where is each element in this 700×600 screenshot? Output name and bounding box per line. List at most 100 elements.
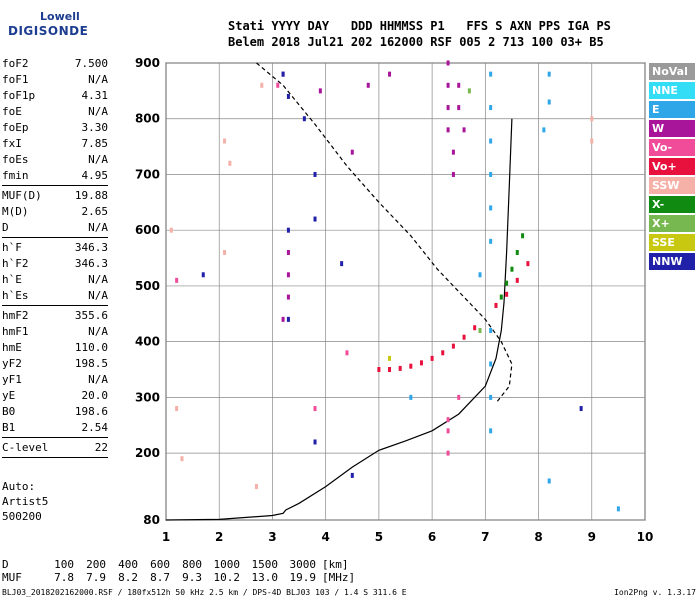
param-value: 7.500	[74, 57, 108, 70]
echo-point	[515, 277, 519, 283]
echo-point	[489, 428, 493, 434]
param-name: hmE	[2, 341, 22, 354]
echo-point	[547, 99, 551, 105]
echo-point	[281, 316, 285, 322]
echo-point	[175, 406, 179, 412]
echo-point	[286, 272, 290, 278]
x-tick-label: 10	[637, 530, 654, 544]
param-value: 2.54	[81, 421, 109, 434]
param-row: foF1 N/A	[2, 72, 108, 88]
param-name: B0	[2, 405, 16, 418]
distance-row: D 100 200 400 600 800 1000 1500 3000 [km]	[2, 558, 355, 571]
param-separator	[2, 305, 108, 306]
param-name: fxI	[2, 137, 22, 150]
echo-point	[451, 171, 455, 177]
distance-row-value: 600	[150, 558, 170, 571]
param-row: MUF(D) 19.88	[2, 188, 108, 204]
x-tick-label: 9	[588, 530, 596, 544]
muf-row: MUF 7.8 7.9 8.2 8.7 9.3 10.2 13.0 19.9 [MHz]	[2, 571, 355, 584]
echo-point	[473, 325, 477, 331]
param-separator	[2, 237, 108, 238]
distance-row-unit: [km]	[322, 558, 349, 571]
param-name: C-level	[2, 441, 49, 454]
param-row: C-level 22	[2, 440, 108, 456]
y-tick-label: 300	[135, 390, 160, 404]
echo-point	[478, 328, 482, 334]
param-name: yE	[2, 389, 16, 402]
echo-point	[590, 138, 594, 144]
distance-row-value: 1500	[251, 558, 279, 571]
param-row: foE N/A	[2, 104, 108, 120]
echo-point	[489, 205, 493, 211]
echo-point	[462, 334, 466, 340]
echo-point	[547, 478, 551, 484]
legend-item: Vo+	[649, 158, 695, 175]
legend-item: E	[649, 101, 695, 118]
y-tick-label: 400	[135, 335, 160, 349]
echo-point	[441, 350, 445, 356]
param-name: yF1	[2, 373, 22, 386]
y-tick-label: 700	[135, 167, 160, 181]
echo-point	[276, 82, 280, 88]
echo-point	[526, 261, 530, 267]
x-tick-label: 6	[428, 530, 436, 544]
distance-row-value: 800	[182, 558, 202, 571]
legend-item: X-	[649, 196, 695, 213]
plot-frame	[165, 62, 646, 521]
param-row: hmE 110.0	[2, 340, 108, 356]
param-value: 198.6	[74, 405, 108, 418]
param-value: 20.0	[81, 389, 109, 402]
echo-point	[286, 316, 290, 322]
param-name: h`E	[2, 273, 22, 286]
x-tick-label: 1	[162, 530, 170, 544]
echo-point	[505, 280, 509, 286]
param-row: M(D) 2.65	[2, 204, 108, 220]
echo-point	[489, 361, 493, 367]
profile-dashed-line	[256, 62, 513, 404]
muf-row-value: 8.2	[118, 571, 138, 584]
param-value: 110.0	[74, 341, 108, 354]
echo-point	[286, 294, 290, 300]
param-value: N/A	[88, 289, 108, 302]
param-value: 3.30	[81, 121, 109, 134]
logo-line2: DIGISONDE	[8, 24, 89, 38]
param-value: N/A	[88, 73, 108, 86]
echo-point	[446, 417, 450, 423]
param-separator	[2, 437, 108, 438]
y-tick-label: 600	[135, 223, 160, 237]
param-name: foEs	[2, 153, 29, 166]
echo-point	[345, 350, 349, 356]
muf-row-unit: [MHz]	[322, 571, 356, 584]
param-row: yF2 198.5	[2, 356, 108, 372]
x-tick-label: 5	[375, 530, 383, 544]
param-row: fxI 7.85	[2, 136, 108, 152]
param-row: yE 20.0	[2, 388, 108, 404]
legend-item: NNW	[649, 253, 695, 270]
x-tick-label: 3	[268, 530, 276, 544]
echo-point	[446, 428, 450, 434]
muf-row-value: 7.8	[54, 571, 74, 584]
echo-point	[489, 105, 493, 111]
echo-point	[446, 82, 450, 88]
autoscaling-info: Auto: Artist5 500200	[2, 479, 48, 524]
echo-point	[223, 138, 227, 144]
auto-label: Auto:	[2, 480, 36, 493]
param-value: N/A	[88, 105, 108, 118]
y-tick-label: 800	[135, 112, 160, 126]
y-tick-label: 900	[135, 56, 160, 70]
echo-point	[446, 105, 450, 111]
echo-point	[419, 360, 423, 366]
param-row: h`F2 346.3	[2, 256, 108, 272]
echo-point	[489, 71, 493, 77]
echo-point	[286, 227, 290, 233]
param-row: hmF1 N/A	[2, 324, 108, 340]
param-value: 346.3	[74, 241, 108, 254]
polarization-legend: NoVal NNE E W Vo- Vo+ SSW X- X+ SSE NNW	[649, 63, 695, 272]
echo-point	[499, 294, 503, 300]
echo-point	[505, 291, 509, 297]
echo-point	[286, 249, 290, 255]
param-row: foF1p 4.31	[2, 88, 108, 104]
param-name: hmF1	[2, 325, 29, 338]
echo-point	[175, 277, 179, 283]
logo-line1: Lowell	[40, 10, 80, 23]
